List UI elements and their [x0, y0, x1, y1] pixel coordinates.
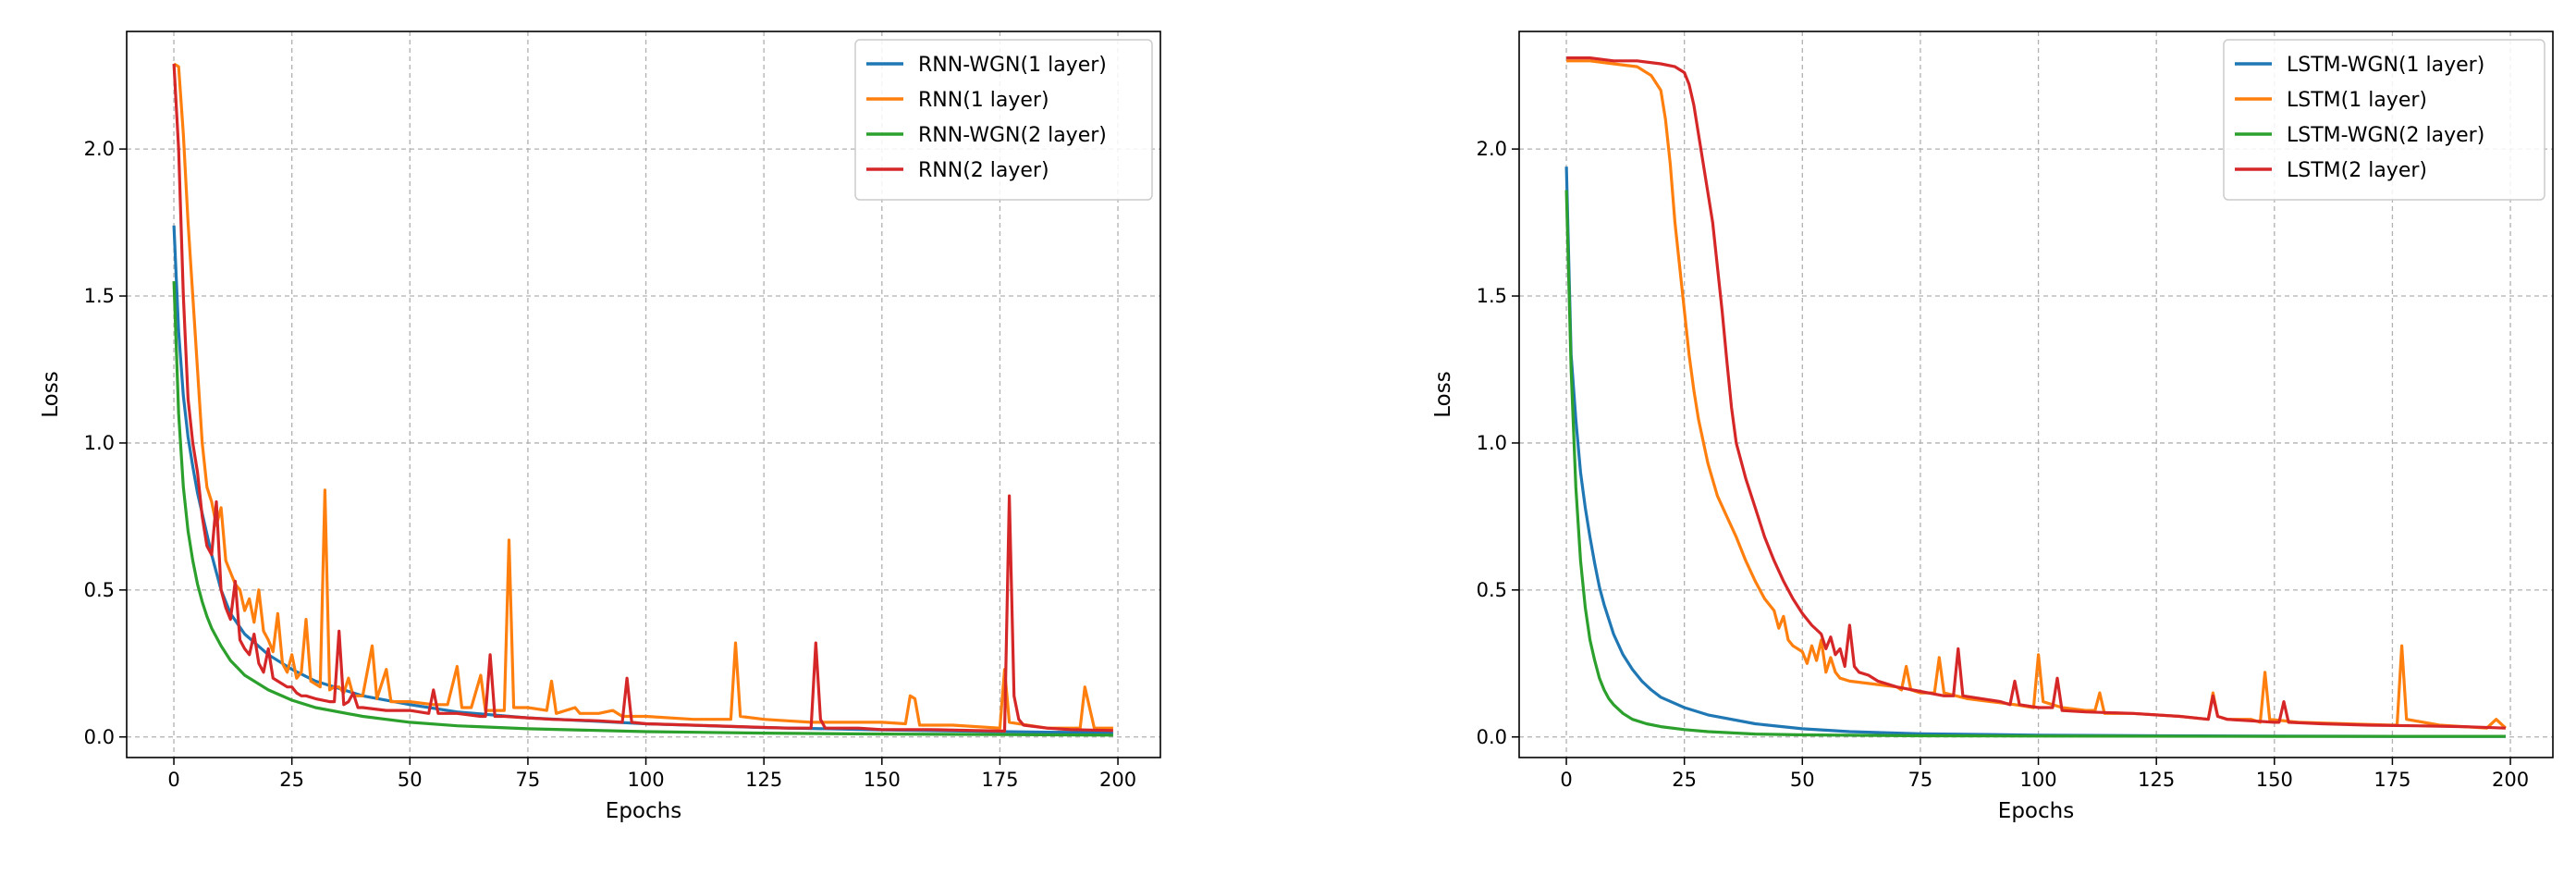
rnn-y-axis-label: Loss: [39, 371, 63, 417]
rnn-axes-frame: [126, 31, 1161, 758]
rnn-series-rnn-wgn-2-layer: [172, 281, 1113, 737]
rnn-legend-box: [854, 39, 1153, 201]
rnn-legend-entry: RNN-WGN(2 layer): [866, 124, 1107, 147]
lstm-y-axis-label: Loss: [1431, 371, 1455, 417]
rnn-x-axis-label: Epochs: [606, 799, 681, 823]
rnn-legend-entry: RNN(1 layer): [866, 89, 1049, 112]
lstm-y-tick-label: 0.5: [1477, 579, 1507, 601]
lstm-y-tick-label: 0.0: [1477, 726, 1507, 748]
right-chart-lstm: 0 25 50 75 100 125 150 175 200 0.0 0.5 1.0 1.5 2.0 Epo…: [1431, 31, 2554, 823]
rnn-x-tick-label: 0: [167, 769, 179, 791]
lstm-legend-entry: LSTM-WGN(2 layer): [2235, 124, 2484, 147]
lstm-x-tick-label: 175: [2374, 769, 2410, 791]
lstm-y-tick-label: 2.0: [1477, 138, 1507, 160]
rnn-legend-entry: RNN(2 layer): [866, 159, 1049, 182]
rnn-legend: RNN-WGN(1 layer) RNN(1 layer) RNN-WGN(2 la…: [854, 39, 1153, 201]
left-chart-rnn: 0 25 50 75 100 125 150 175 200 0.0 0.5 1.0 1.5 2.0 Epo…: [39, 31, 1161, 823]
rnn-x-tick-label: 125: [745, 769, 782, 791]
lstm-y-tick-label: 1.0: [1477, 432, 1507, 454]
lstm-legend-entry: LSTM-WGN(1 layer): [2235, 54, 2484, 77]
lstm-series-lstm-wgn-2-layer: [1564, 190, 2506, 738]
rnn-x-tick-label: 200: [1099, 769, 1136, 791]
rnn-legend-label: RNN(1 layer): [918, 89, 1049, 112]
lstm-series-lstm-wgn-1-layer: [1564, 166, 2506, 738]
rnn-series-rnn-1-layer: [173, 62, 1113, 730]
rnn-x-tick-label: 25: [279, 769, 304, 791]
lstm-x-tick-label: 50: [1790, 769, 1815, 791]
lstm-x-tick-label: 200: [2492, 769, 2529, 791]
rnn-x-tick-label: 75: [516, 769, 541, 791]
rnn-y-tick-label: 1.5: [84, 285, 115, 307]
lstm-legend: LSTM-WGN(1 layer) LSTM(1 layer) LSTM-WGN(2…: [2223, 39, 2545, 201]
lstm-legend-entry: LSTM(1 layer): [2235, 89, 2427, 112]
lstm-legend-label: LSTM-WGN(1 layer): [2287, 54, 2484, 77]
rnn-y-tick-label: 2.0: [84, 138, 115, 160]
rnn-y-tick-label: 1.0: [84, 432, 115, 454]
rnn-x-tick-label: 50: [398, 769, 423, 791]
lstm-y-tick-label: 1.5: [1477, 285, 1507, 307]
lstm-legend-label: LSTM(2 layer): [2287, 159, 2427, 182]
rnn-legend-label: RNN-WGN(1 layer): [918, 54, 1107, 77]
lstm-x-axis-label: Epochs: [1998, 799, 2074, 823]
lstm-x-tick-label: 150: [2256, 769, 2293, 791]
rnn-x-tick-label: 150: [864, 769, 901, 791]
lstm-x-tick-label: 100: [2020, 769, 2057, 791]
lstm-series-lstm-2-layer: [1566, 56, 2506, 730]
lstm-legend-entry: LSTM(2 layer): [2235, 159, 2427, 182]
lstm-x-tick-label: 0: [1560, 769, 1572, 791]
lstm-axes-frame: [1518, 31, 2554, 758]
rnn-legend-label: RNN(2 layer): [918, 159, 1049, 182]
lstm-x-tick-label: 75: [1908, 769, 1933, 791]
rnn-x-tick-label: 175: [981, 769, 1018, 791]
rnn-series-rnn-2-layer: [172, 63, 1113, 733]
lstm-legend-label: LSTM-WGN(2 layer): [2287, 124, 2484, 147]
lstm-legend-label: LSTM(1 layer): [2287, 89, 2427, 112]
lstm-legend-box: [2223, 39, 2545, 201]
lstm-series-lstm-1-layer: [1566, 59, 2507, 730]
rnn-x-tick-label: 100: [628, 769, 665, 791]
lstm-x-tick-label: 125: [2138, 769, 2175, 791]
rnn-legend-entry: RNN-WGN(1 layer): [866, 54, 1107, 77]
lstm-x-tick-label: 25: [1672, 769, 1697, 791]
rnn-y-tick-label: 0.0: [84, 726, 115, 748]
rnn-series-rnn-wgn-1-layer: [172, 225, 1113, 734]
rnn-legend-label: RNN-WGN(2 layer): [918, 124, 1107, 147]
rnn-y-tick-label: 0.5: [84, 579, 115, 601]
